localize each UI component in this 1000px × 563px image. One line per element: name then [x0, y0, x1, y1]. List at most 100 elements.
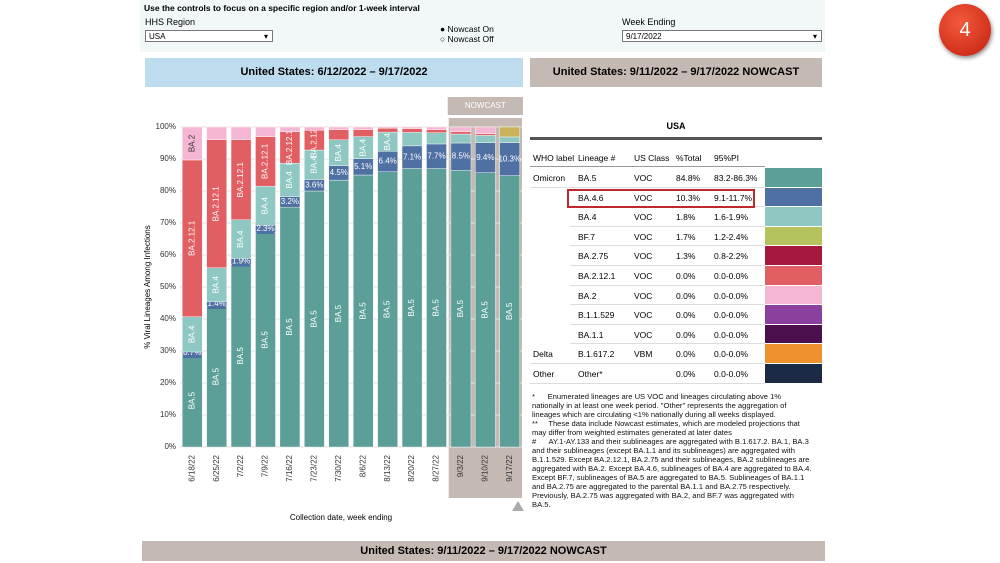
segment-name: BA.5 [358, 302, 367, 320]
value-label-bg [427, 151, 446, 162]
color-swatch [765, 246, 822, 265]
x-tick-label: 7/2/22 [236, 454, 245, 477]
row-rule [570, 245, 765, 247]
value-label-bg [354, 161, 373, 172]
value-label-bg [500, 154, 519, 165]
segment-name: BA.5 [456, 299, 465, 317]
table-cell: BA.4.6 [578, 192, 604, 203]
x-tick-label: 8/27/22 [432, 454, 441, 481]
nowcast-off-radio[interactable]: ○ Nowcast Off [440, 34, 494, 44]
segment-name: BA.5 [187, 391, 196, 409]
row-rule [570, 323, 765, 325]
nowcast-on-radio[interactable]: ● Nowcast On [440, 24, 494, 34]
table-cell: BA.2 [578, 290, 597, 301]
segment-name: BA.2 [187, 134, 196, 152]
nowcast-label: NOWCAST [465, 101, 506, 110]
segment-name: BA.4 [212, 276, 221, 294]
x-axis-label: Collection date, week ending [290, 513, 392, 522]
column-header: WHO label [533, 153, 575, 163]
segment-name: BA.5 [212, 367, 221, 385]
value-label: 3.6% [305, 180, 323, 189]
bar-segment [475, 133, 496, 136]
table-cell: 0.0% [676, 329, 696, 340]
column-header: %Total [676, 153, 702, 163]
row-rule [570, 225, 765, 227]
bar-segment [401, 132, 423, 147]
color-swatch [765, 305, 822, 324]
x-tick-label: 7/30/22 [334, 454, 343, 481]
table-cell: 0.0-0.0% [714, 349, 749, 360]
x-tick-label: 9/3/22 [456, 454, 465, 477]
segment-name: BA.4 [261, 196, 270, 214]
value-label: 7.7% [427, 151, 445, 160]
segment-name: BA.5 [383, 300, 392, 318]
table-cell: Omicron [533, 173, 566, 183]
value-label-bg [305, 180, 324, 191]
column-header: Lineage # [578, 153, 616, 163]
y-tick-label: 50% [160, 282, 176, 291]
footnote: # AY.1-AY.133 and their sublineages are … [532, 437, 814, 509]
bar-segment [450, 126, 472, 133]
y-tick-label: 90% [160, 154, 176, 163]
segment-name: BA.4 [285, 171, 294, 189]
week-label: Week Ending [622, 17, 676, 27]
table-cell: 1.6-1.9% [714, 212, 749, 223]
value-label-bg [232, 256, 251, 267]
segment-name: BA.4 [358, 138, 367, 156]
value-label-bg [476, 152, 495, 163]
table-cell: BA.1.1 [578, 329, 604, 340]
footnotes: * Enumerated lineages are US VOC and lin… [532, 392, 812, 509]
value-label: 3.2% [281, 197, 299, 206]
value-label: 10.3% [498, 154, 521, 163]
y-tick-label: 40% [160, 314, 176, 323]
bar-segment [328, 129, 350, 141]
bar-segment [328, 126, 350, 130]
row-rule [570, 343, 765, 345]
table-cell: 0.0% [676, 271, 696, 281]
table-cell: VOC [634, 251, 653, 262]
bar-segment [377, 128, 398, 133]
column-rule [530, 166, 765, 167]
table-cell: BA.2.12.1 [578, 271, 616, 281]
value-label: 0.7% [183, 348, 201, 357]
slide-badge: 4 [939, 4, 991, 56]
value-label-bg [451, 151, 470, 162]
segment-name: BA.2.12.1 [187, 220, 196, 256]
value-label-bg [183, 348, 202, 359]
row-highlight [567, 188, 755, 209]
bar-segment [377, 126, 398, 129]
footnote: * Enumerated lineages are US VOC and lin… [532, 392, 789, 419]
segment-name: BA.5 [505, 302, 514, 320]
bar-segment [401, 128, 423, 133]
y-axis-label: % Viral Lineages Among Infections [143, 225, 152, 348]
bar-segment [426, 132, 447, 145]
table-cell: VOC [634, 192, 653, 203]
table-cell: Delta [533, 349, 553, 360]
region-label: HHS Region [145, 17, 196, 27]
segment-name: BA.4 [309, 156, 318, 174]
segment-name: BA.5 [334, 304, 343, 322]
bar-segment [255, 126, 276, 137]
color-swatch [765, 266, 822, 285]
x-tick-label: 8/20/22 [407, 454, 416, 481]
value-label-bg [403, 152, 422, 163]
value-label: 2.3% [256, 224, 274, 233]
y-tick-label: 80% [160, 186, 176, 195]
table-cell: Other [533, 369, 555, 379]
week-select[interactable]: 9/17/2022 [622, 30, 822, 43]
x-tick-label: 9/17/22 [505, 454, 514, 481]
table-cell: BA.5 [578, 173, 597, 183]
x-tick-label: 7/9/22 [261, 454, 270, 477]
controls-panel: Use the controls to focus on a specific … [140, 0, 825, 52]
segment-name: BA.5 [407, 299, 416, 317]
bar-segment [499, 136, 521, 143]
segment-name: BA.4 [334, 144, 343, 162]
bar-segment [499, 126, 521, 138]
row-rule [530, 186, 765, 188]
lineage-table: USA WHO label Lineage # US Class %Total 95%PI… [530, 118, 822, 388]
region-select[interactable]: USA [145, 30, 273, 43]
value-label: 1.9% [232, 257, 250, 266]
y-tick-label: 70% [160, 218, 176, 227]
table-cell: 0.0-0.0% [714, 310, 749, 321]
y-tick-label: 100% [156, 122, 176, 131]
